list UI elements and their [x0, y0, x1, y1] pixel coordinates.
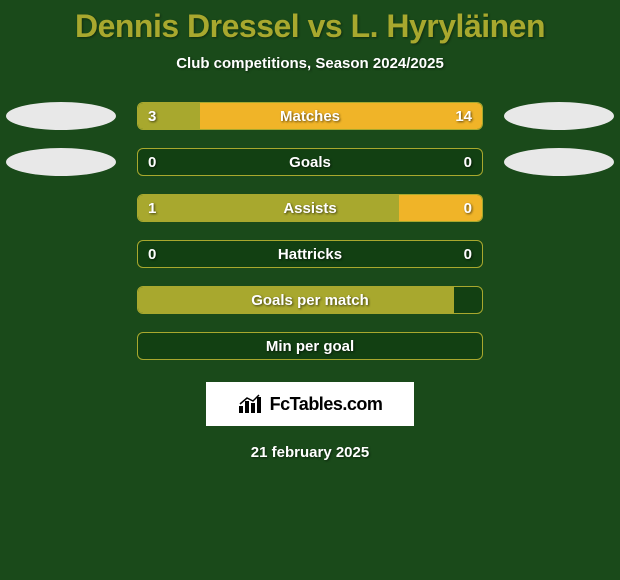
logo-text: FcTables.com [270, 394, 383, 415]
stat-label: Goals [138, 149, 482, 175]
stat-label: Assists [138, 195, 482, 221]
player-badge-left [6, 102, 116, 130]
logo-box: FcTables.com [206, 382, 414, 426]
stat-label: Hattricks [138, 241, 482, 267]
stat-bar: 00Hattricks [137, 240, 483, 268]
stat-label: Matches [138, 103, 482, 129]
page-title: Dennis Dressel vs L. Hyryläinen [0, 8, 620, 45]
chart-icon [238, 394, 264, 414]
subtitle: Club competitions, Season 2024/2025 [0, 55, 620, 72]
stat-row: 00Goals [0, 148, 620, 176]
stat-row: 00Hattricks [0, 240, 620, 268]
stat-bar: 10Assists [137, 194, 483, 222]
stat-label: Min per goal [138, 333, 482, 359]
player-badge-right [504, 102, 614, 130]
stat-row: 10Assists [0, 194, 620, 222]
stat-bar: Goals per match [137, 286, 483, 314]
stat-row: Min per goal [0, 332, 620, 360]
stat-bar: 314Matches [137, 102, 483, 130]
player-badge-left [6, 148, 116, 176]
stats-list: 314Matches 00Goals 10Assists 00Hattricks Goa… [0, 102, 620, 360]
player-badge-right [504, 148, 614, 176]
date-label: 21 february 2025 [0, 444, 620, 461]
stat-label: Goals per match [138, 287, 482, 313]
stat-bar: 00Goals [137, 148, 483, 176]
stat-bar: Min per goal [137, 332, 483, 360]
stat-row: Goals per match [0, 286, 620, 314]
stat-row: 314Matches [0, 102, 620, 130]
comparison-card: Dennis Dressel vs L. Hyryläinen Club com… [0, 0, 620, 580]
